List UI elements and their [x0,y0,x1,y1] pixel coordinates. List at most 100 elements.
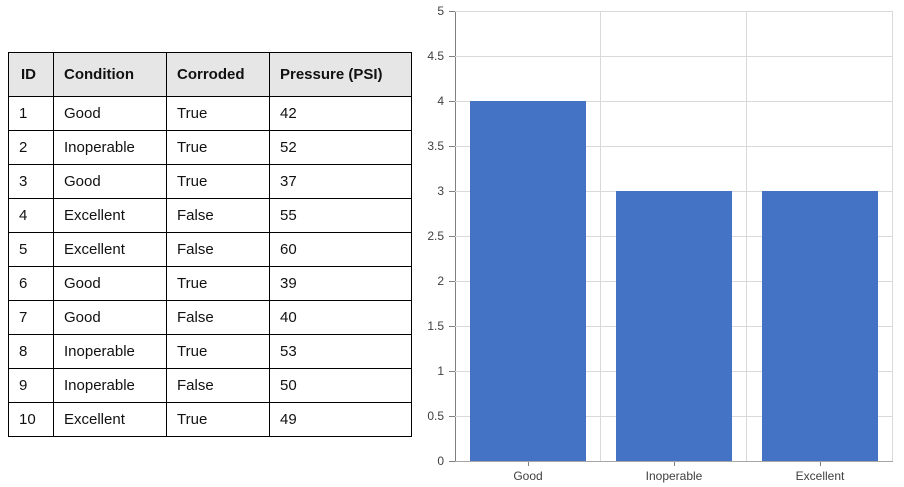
table-cell: True [166,130,270,165]
gridline-horizontal [455,191,893,192]
table-cell: False [166,198,270,233]
table-row: 7 Good False 40 [8,300,412,335]
y-axis-tick-label: 4 [437,94,444,108]
table-row: 3 Good True 37 [8,164,412,199]
gridline-horizontal [455,236,893,237]
table-cell: False [166,232,270,267]
table-row: 9 Inoperable False 50 [8,368,412,403]
table-cell: 7 [8,300,54,335]
x-axis-label-inoperable: Inoperable [645,469,703,483]
y-axis-tick-label: 4.5 [427,49,444,63]
gridline-horizontal [455,326,893,327]
table-cell: 9 [8,368,54,403]
table-cell: 53 [269,334,412,369]
y-axis-tick-label: 3.5 [427,139,444,153]
column-header-id: ID [8,52,54,97]
table-row: 2 Inoperable True 52 [8,130,412,165]
bar-inoperable [615,191,733,461]
table-cell: 39 [269,266,412,301]
table-cell: Excellent [53,232,167,267]
column-header-pressure-psi: Pressure (PSI) [269,52,412,97]
x-axis-label-excellent: Excellent [795,469,845,483]
y-axis-tick [449,146,455,147]
x-axis-tick [820,462,821,466]
y-axis-tick [449,326,455,327]
table-cell: Inoperable [53,130,167,165]
table-cell: 60 [269,232,412,267]
pipe-inspection-table: ID Condition Corroded Pressure (PSI) 1 Good T… [8,52,412,437]
table-row: 4 Excellent False 55 [8,198,412,233]
x-axis [455,461,893,462]
y-axis-tick-label: 2 [437,274,444,288]
table-cell: True [166,334,270,369]
table-cell: 52 [269,130,412,165]
table-cell: 50 [269,368,412,403]
table-cell: True [166,266,270,301]
table-row: 5 Excellent False 60 [8,232,412,267]
table-cell: 4 [8,198,54,233]
y-axis-tick-label: 3 [437,184,444,198]
table-cell: Excellent [53,198,167,233]
column-header-corroded: Corroded [166,52,270,97]
gridline-vertical [600,11,601,461]
y-axis-tick [449,191,455,192]
gridline-horizontal [455,371,893,372]
y-axis-tick-label: 2.5 [427,229,444,243]
table-cell: 49 [269,402,412,437]
y-axis-tick [449,281,455,282]
plot-area [455,11,893,461]
table-cell: True [166,402,270,437]
table-cell: 10 [8,402,54,437]
table-cell: 55 [269,198,412,233]
y-axis-tick-label: 0 [437,454,444,468]
table-cell: Good [53,266,167,301]
y-axis-tick [449,236,455,237]
table-cell: True [166,96,270,131]
table-cell: Inoperable [53,368,167,403]
column-header-condition: Condition [53,52,167,97]
gridline-horizontal [455,416,893,417]
x-axis-tick [674,462,675,466]
table-cell: 1 [8,96,54,131]
y-axis-tick-label: 0.5 [427,409,444,423]
table-cell: 8 [8,334,54,369]
gridline-horizontal [455,101,893,102]
table-cell: 5 [8,232,54,267]
gridline-horizontal [455,281,893,282]
gridline-vertical [892,11,893,461]
y-axis-tick-label: 1.5 [427,319,444,333]
table-cell: False [166,368,270,403]
table-cell: 37 [269,164,412,199]
gridline-horizontal [455,146,893,147]
y-axis [455,11,456,462]
table-cell: Good [53,96,167,131]
bar-excellent [761,191,879,461]
table-cell: 42 [269,96,412,131]
table-header-row: ID Condition Corroded Pressure (PSI) [8,52,412,97]
y-axis-tick [449,461,455,462]
table-cell: 6 [8,266,54,301]
gridline-vertical [746,11,747,461]
table-cell: Inoperable [53,334,167,369]
x-axis-label-good: Good [513,469,543,483]
y-axis-tick [449,11,455,12]
y-axis-tick-label: 1 [437,364,444,378]
table-cell: Good [53,300,167,335]
x-axis-tick [528,462,529,466]
gridline-horizontal [455,56,893,57]
table-cell: 2 [8,130,54,165]
table-cell: 40 [269,300,412,335]
table-row: 8 Inoperable True 53 [8,334,412,369]
y-axis-tick-label: 5 [437,4,444,18]
table-cell: False [166,300,270,335]
y-axis-tick [449,371,455,372]
table-row: 1 Good True 42 [8,96,412,131]
bar-good [469,101,587,461]
table-cell: True [166,164,270,199]
table-row: 6 Good True 39 [8,266,412,301]
table-cell: Good [53,164,167,199]
table-cell: 3 [8,164,54,199]
table-body: 1 Good True 42 2 Inoperable True 52 3 Good True 37 4… [8,96,412,437]
y-axis-tick [449,56,455,57]
